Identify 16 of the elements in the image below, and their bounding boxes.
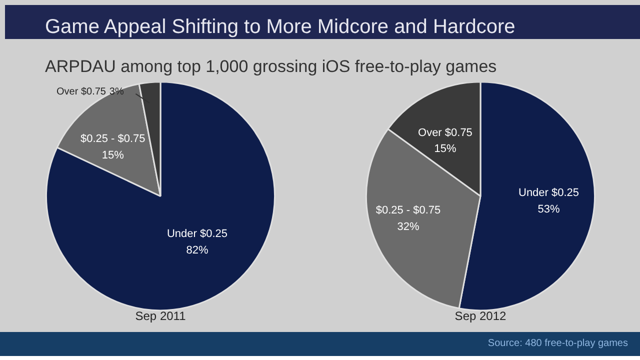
source-note: Source: 480 free-to-play games — [488, 337, 628, 351]
slice-label: Under $0.25 — [166, 228, 228, 240]
data-label: 15% — [102, 149, 124, 162]
text: Sep 2012 — [454, 309, 507, 324]
text: Sep 2011 — [135, 309, 186, 324]
data-label: 32% — [397, 221, 420, 234]
data-label: 53% — [538, 203, 560, 216]
slice-label: Under $0.25 — [518, 187, 580, 200]
slice-label: $0.25 - $0.75 — [376, 204, 441, 217]
chart-subtitle: ARPDAU among top 1,000 grossing iOS free-to-play games — [45, 56, 497, 78]
chart-title: Game Appeal Shifting to More Midcore and Hardcore — [45, 15, 516, 40]
data-label: 15% — [434, 143, 456, 156]
slice-label: Over $0.75 — [418, 126, 472, 139]
data-label: 82% — [186, 244, 208, 256]
slice-label: $0.25 - $0.75 — [80, 133, 146, 146]
slice-label: Over $0.75 — [56, 86, 106, 98]
